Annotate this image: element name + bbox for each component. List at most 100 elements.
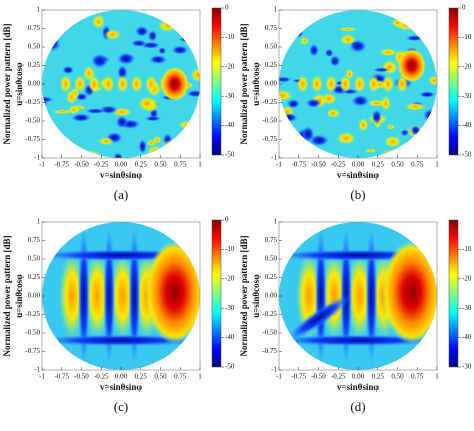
y-tick-label: -0.25 [25,310,40,318]
x-tick-label: -1 [276,373,282,381]
colorbar-tick-label: -10 [225,245,235,253]
heatmap-blob [404,102,427,111]
heatmap-blob [59,75,72,93]
heatmap-blob [279,89,293,102]
heatmap-blob [158,47,167,55]
y-tick-label: -0.75 [262,347,277,355]
y-tick-label: 1 [37,6,41,14]
x-tick-label: 0.50 [391,373,404,381]
colorbar [448,219,459,368]
x-tick-label: 0.00 [115,161,128,169]
x-tick-label: -0.50 [311,373,326,381]
y-tick-label: -0.25 [262,310,277,318]
heatmap-blob [91,53,109,69]
y-tick-label: -1 [34,154,40,162]
x-tick-label: 0.75 [174,161,187,169]
heatmap-blob [326,108,341,118]
x-tick-label: 0.25 [135,373,148,381]
heatmap-blob [310,75,323,93]
x-tick-label: 1 [198,373,202,381]
x-tick-label: 1 [198,161,202,169]
x-tick-label: -1 [39,161,45,169]
colorbar-tick-label: -50 [225,363,235,371]
x-tick-label: -0.75 [291,161,306,169]
y-tick-label: 0.25 [28,273,41,281]
x-tick-label: -0.25 [331,373,346,381]
heatmap-blob [73,75,86,93]
heatmap-blob [371,109,382,125]
y-tick-label: 0.25 [265,273,278,281]
heatmap-blob [186,90,200,98]
colorbar-tick-label: -50 [225,151,235,159]
x-tick-label: 0.50 [391,161,404,169]
heatmap-blob [71,113,92,123]
colorbar-tick-label: -30 [225,92,235,100]
heatmap-blob [405,137,424,149]
heatmap-blob [161,139,183,152]
heatmap-peak [397,48,426,83]
heatmap-blob [373,67,390,73]
x-tick-label: 0.75 [411,161,424,169]
heatmap-blob [339,75,352,93]
heatmap-image [42,222,200,370]
heatmap-blob [296,75,309,93]
heatmap-blob [88,75,101,93]
heatmap-blob [62,65,75,75]
y-tick-label: 0.75 [28,24,41,32]
heatmap-blob [279,29,294,43]
heatmap-blob [286,99,301,109]
heatmap-blob [279,130,289,138]
heatmap-blob [66,89,78,105]
colorbar-tick-label: -10 [462,33,472,41]
heatmap-blob [358,118,369,132]
y-tick-label: -0.75 [25,347,40,355]
heatmap-peak [381,240,437,345]
heatmap-null [285,294,352,343]
y-tick-label: 1 [274,218,278,226]
colorbar-tick-label: -30 [225,304,235,312]
colorbar-tick-label: -30 [462,363,472,371]
colorbar-tick-label: -40 [462,333,472,341]
y-tick-label: -0.25 [25,98,40,106]
y-tick-label: -0.25 [262,98,277,106]
x-tick-label: -0.25 [94,373,109,381]
heatmap-blob [336,131,356,145]
heatmap-null [314,226,327,366]
y-tick-label: 0.75 [265,24,278,32]
heatmap-blob [42,36,62,52]
y-tick-label: -1 [271,366,277,374]
colorbar [211,7,222,156]
x-tick-label: -0.50 [74,161,89,169]
x-axis-label: v=sinθsinφ [100,382,142,392]
heatmap-blob [130,75,143,93]
x-tick-label: -0.75 [54,161,69,169]
heatmap-blob [308,134,330,147]
heatmap-blob [113,152,123,158]
heatmap-blob [171,45,189,55]
heatmap-blob [405,35,424,42]
heatmap-image [279,222,437,370]
y-tick-label: 0.50 [28,43,41,51]
heatmap-blob [413,142,429,157]
heatmap-blob [351,94,370,107]
heatmap-blob [102,75,115,93]
heatmap-blob [339,34,357,46]
y-tick-label: -1 [34,366,40,374]
y-tick-label: 1 [274,6,278,14]
y-tick-label: -1 [271,154,277,162]
colorbar-tick-label: -10 [462,245,472,253]
heatmap-blob [386,124,395,130]
y-tick-label: 1 [37,218,41,226]
colorbar-tick-label: -20 [462,62,472,70]
heatmap: -1 -0.75 -0.50 -0.25 0.00 0.25 0.50 0.75 1 -1 -0.7… [2,4,235,202]
colorbar-tick-label: -50 [462,151,472,159]
heatmap-blob [299,36,310,45]
panel-label: (b) [350,187,365,202]
x-tick-label: 0.25 [135,161,148,169]
colorbar-tick-label: -20 [462,274,472,282]
x-tick-label: -0.25 [331,161,346,169]
x-tick-label: 0.75 [174,373,187,381]
heatmap-blob [320,154,330,158]
heatmap-blob [384,135,402,148]
y-tick-label: -0.75 [25,135,40,143]
